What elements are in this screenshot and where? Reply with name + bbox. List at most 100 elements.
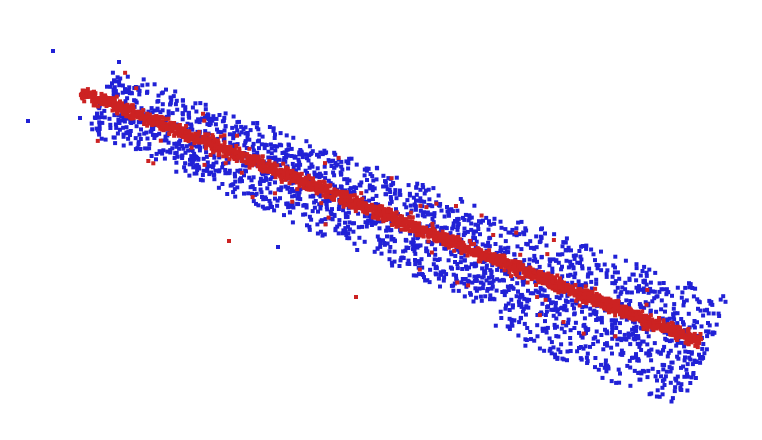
point-blue <box>629 332 634 337</box>
point-red <box>182 134 187 139</box>
point-blue <box>634 324 639 329</box>
point-blue <box>522 296 527 301</box>
point-blue <box>379 251 384 256</box>
point-red <box>469 248 474 252</box>
point-red <box>416 233 421 237</box>
point-blue <box>684 367 689 372</box>
point-red <box>515 260 520 264</box>
point-blue <box>551 313 556 318</box>
point-blue <box>125 96 130 101</box>
point-red <box>317 184 322 189</box>
point-red <box>352 193 357 198</box>
point-blue <box>342 177 347 182</box>
point-blue <box>540 226 544 231</box>
point-blue <box>156 99 161 103</box>
point-blue <box>412 202 417 207</box>
point-blue <box>544 309 549 314</box>
point-blue <box>413 251 418 256</box>
point-blue <box>304 205 309 210</box>
point-red <box>349 202 354 207</box>
point-blue <box>679 317 684 321</box>
point-blue <box>362 214 367 219</box>
point-red <box>558 276 562 281</box>
point-red <box>393 221 398 226</box>
point-blue <box>168 100 173 105</box>
point-blue <box>455 266 460 271</box>
point-blue <box>588 312 593 317</box>
point-blue <box>564 258 569 263</box>
point-blue <box>121 134 126 139</box>
point-blue <box>324 205 329 210</box>
point-red <box>118 99 122 104</box>
point-red <box>555 273 560 278</box>
point-red <box>126 113 131 118</box>
point-blue <box>664 338 669 343</box>
point-blue <box>630 355 635 360</box>
point-red <box>174 131 179 136</box>
point-red <box>457 237 462 242</box>
point-red <box>484 257 489 262</box>
point-blue <box>403 238 408 243</box>
point-blue <box>643 280 647 285</box>
point-blue <box>478 232 482 237</box>
point-red <box>272 167 277 172</box>
point-blue <box>97 123 102 128</box>
point-blue <box>362 239 367 244</box>
point-red <box>630 312 635 317</box>
point-blue <box>522 258 527 263</box>
point-blue <box>503 271 508 276</box>
point-red <box>521 263 526 268</box>
point-red <box>266 168 270 172</box>
point-blue <box>511 286 516 291</box>
point-red <box>689 339 694 344</box>
point-blue <box>465 229 470 234</box>
point-blue <box>186 111 191 116</box>
point-blue <box>469 221 474 226</box>
point-blue <box>582 316 587 321</box>
point-blue <box>618 371 622 376</box>
point-blue <box>305 171 309 175</box>
point-blue <box>370 174 375 179</box>
point-blue <box>411 237 416 242</box>
point-red <box>107 101 112 106</box>
point-blue <box>617 276 622 281</box>
point-red <box>441 238 446 242</box>
point-blue <box>254 125 259 130</box>
point-red <box>253 155 258 160</box>
point-red <box>634 313 639 318</box>
point-red <box>668 329 673 334</box>
point-blue <box>481 274 486 279</box>
point-red <box>534 283 538 287</box>
point-red <box>591 294 596 299</box>
point-blue <box>564 236 569 241</box>
point-red <box>112 106 116 111</box>
point-red <box>671 328 676 333</box>
point-blue <box>235 128 240 133</box>
point-blue <box>460 267 465 271</box>
point-red <box>359 201 363 206</box>
point-blue <box>190 105 195 110</box>
point-blue <box>205 160 210 165</box>
point-blue <box>614 380 619 385</box>
point-blue <box>521 309 525 314</box>
point-red <box>507 267 512 272</box>
point-blue <box>134 124 139 129</box>
point-blue <box>332 213 337 218</box>
point-blue <box>318 150 323 155</box>
point-red <box>641 327 646 331</box>
point-blue <box>393 238 397 243</box>
point-red <box>370 202 374 207</box>
point-red <box>596 301 601 306</box>
point-blue <box>542 288 547 293</box>
point-blue <box>484 278 489 283</box>
point-blue <box>524 304 529 309</box>
point-red <box>317 179 322 184</box>
point-blue <box>345 181 350 186</box>
point-blue <box>571 253 576 258</box>
point-blue <box>547 263 552 268</box>
point-blue <box>613 254 618 259</box>
point-blue <box>683 349 688 354</box>
point-red <box>391 212 396 216</box>
